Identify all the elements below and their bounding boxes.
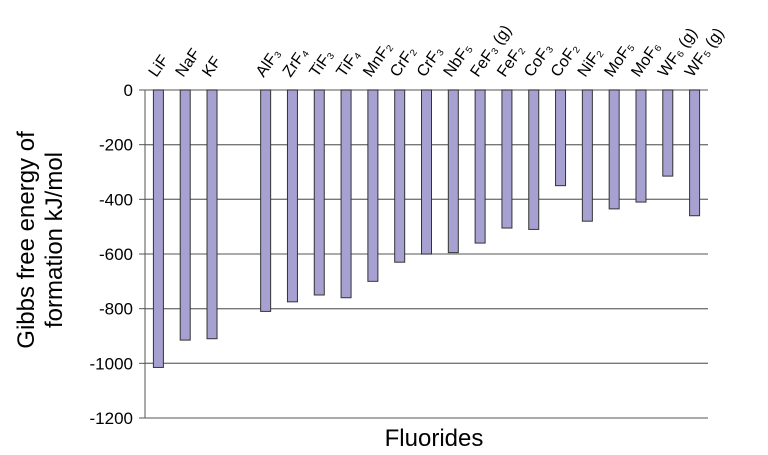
bar (340, 89, 352, 299)
bar (421, 89, 432, 255)
bar (555, 89, 567, 187)
bar (260, 89, 272, 312)
x-tick-label: CoF₂ (548, 41, 583, 81)
x-tick-label: ZrF₄ (280, 45, 312, 80)
x-tick-label: LiF (146, 52, 173, 80)
bar (501, 89, 513, 229)
y-tick-label: -1000 (90, 354, 133, 373)
bar (367, 89, 379, 282)
bar (447, 89, 459, 254)
y-axis-title-line: Gibbs free energy of (13, 131, 40, 349)
y-tick-label: -800 (99, 300, 133, 319)
x-tick-label: TiF₃ (307, 47, 338, 81)
x-tick-label: CoF₃ (521, 40, 556, 80)
bar (474, 89, 486, 244)
bar (608, 89, 620, 210)
x-tick-label: NbF₅ (441, 41, 476, 81)
y-tick-label: -600 (99, 245, 133, 264)
bar (689, 89, 701, 217)
x-tick-label: AlF₃ (253, 46, 284, 81)
y-axis-title-line: formation kJ/mol (41, 152, 68, 328)
bar (179, 89, 191, 341)
bar (528, 89, 540, 230)
bar (635, 89, 647, 203)
bar (662, 89, 674, 177)
x-axis-title: Fluorides (385, 425, 484, 452)
bar (286, 89, 298, 303)
x-tick-label: NaF (173, 46, 204, 81)
y-tick-label: -1200 (90, 409, 133, 428)
bar (581, 89, 593, 222)
bar (206, 89, 218, 340)
y-tick-label: -200 (99, 136, 133, 155)
y-tick-label: 0 (124, 81, 133, 100)
x-tick-label: KF (199, 54, 225, 81)
y-tick-label: -400 (99, 190, 133, 209)
bar (394, 89, 406, 263)
bar (152, 89, 164, 368)
x-tick-label: TiF₄ (333, 47, 364, 81)
bar (313, 89, 325, 296)
x-tick-label: CrF₃ (414, 43, 447, 80)
